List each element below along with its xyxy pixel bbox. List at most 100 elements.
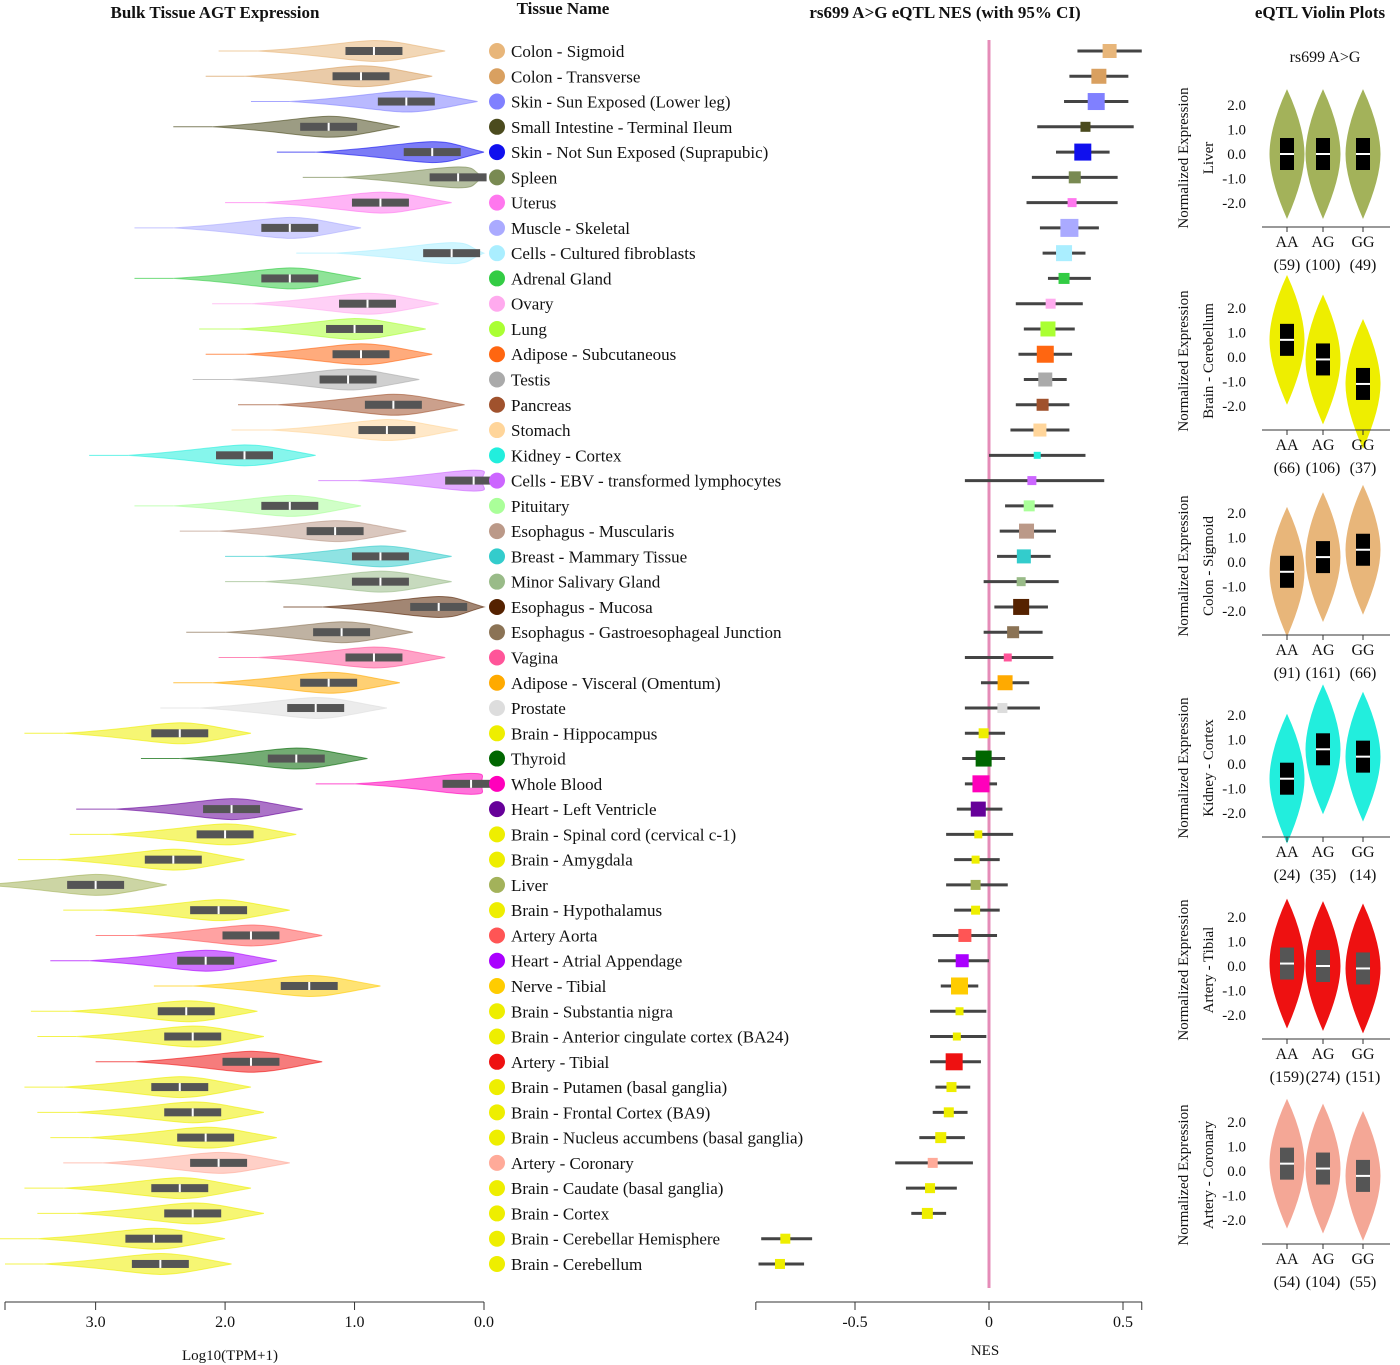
violin-plot-5: Normalized Expression Artery - Coronary 2.…: [1176, 1098, 1390, 1291]
violin-ytick-label: 2.0: [1227, 301, 1246, 317]
nes-marker: [1036, 398, 1049, 411]
genotype-count: (100): [1306, 257, 1341, 274]
violin-ytick-label: -1.0: [1222, 984, 1246, 1000]
violin-ylabel: Normalized Expression: [1176, 290, 1192, 432]
tissue-name: Artery - Coronary: [511, 1154, 634, 1173]
nes-marker: [774, 1258, 785, 1269]
genotype-label: GG: [1351, 1046, 1375, 1063]
genotype-count: (14): [1350, 867, 1377, 884]
tissue-name: Brain - Cortex: [511, 1204, 610, 1223]
violin-ytick-label: 1.0: [1227, 733, 1246, 749]
tissue-swatch: [489, 497, 505, 514]
violin-ytick-label: 2.0: [1227, 910, 1246, 926]
tissue-swatch: [489, 851, 505, 868]
tissue-column-title: Tissue Name: [517, 0, 610, 18]
nes-marker: [972, 775, 990, 793]
violin-tissue-label: Artery - Tibial: [1201, 927, 1217, 1014]
genotype-count: (274): [1306, 1069, 1341, 1086]
tissue-name: Brain - Hypothalamus: [511, 901, 662, 920]
violin-ytick-label: 1.0: [1227, 935, 1246, 951]
left-x-tick-label: 0.0: [474, 1314, 494, 1331]
tissue-legend: Colon - Sigmoid Colon - Transverse Skin - …: [489, 42, 803, 1274]
violin-ytick-label: 1.0: [1227, 326, 1246, 342]
tissue-name: Uterus: [511, 194, 556, 213]
nes-marker: [1074, 143, 1092, 161]
nes-marker: [780, 1233, 791, 1244]
genotype-count: (91): [1274, 665, 1301, 682]
genotype-label: AA: [1275, 1251, 1299, 1268]
tissue-swatch: [489, 245, 505, 262]
nes-marker: [1007, 626, 1020, 639]
tissue-name: Colon - Sigmoid: [511, 42, 625, 61]
nes-marker: [1068, 171, 1081, 184]
genotype-label: GG: [1351, 844, 1375, 861]
violin-ytick-label: -1.0: [1222, 580, 1246, 596]
nes-marker: [975, 750, 992, 767]
nes-marker: [1040, 321, 1056, 337]
violin-subtitle: rs699 A>G: [1290, 49, 1361, 66]
violin-ytick-label: 2.0: [1227, 98, 1246, 114]
genotype-label: AA: [1275, 642, 1299, 659]
tissue-name: Pituitary: [511, 497, 570, 516]
tissue-name: Artery - Tibial: [511, 1053, 610, 1072]
genotype-count: (106): [1306, 460, 1341, 477]
tissue-name: Brain - Nucleus accumbens (basal ganglia…: [511, 1129, 803, 1148]
violin-ytick-label: -2.0: [1222, 806, 1246, 822]
tissue-name: Stomach: [511, 421, 571, 440]
violin-ytick-label: -2.0: [1222, 1213, 1246, 1229]
tissue-name: Brain - Spinal cord (cervical c-1): [511, 825, 736, 844]
tissue-name: Lung: [511, 320, 547, 339]
violin-ytick-label: -1.0: [1222, 172, 1246, 188]
violin-ytick-label: -2.0: [1222, 196, 1246, 212]
violin-ytick-label: -2.0: [1222, 604, 1246, 620]
genotype-label: AG: [1311, 437, 1335, 454]
nes-marker: [1036, 345, 1054, 363]
tissue-name: Muscle - Skeletal: [511, 219, 630, 238]
tissue-name: Minor Salivary Gland: [511, 573, 661, 592]
genotype-count: (151): [1346, 1069, 1381, 1086]
nes-marker: [955, 954, 969, 968]
violin-tissue-label: Colon - Sigmoid: [1201, 515, 1217, 616]
tissue-swatch: [489, 346, 505, 363]
tissue-name: Adipose - Visceral (Omentum): [511, 674, 721, 693]
violin-ytick-label: 0.0: [1227, 1164, 1246, 1180]
eqtl-x-tick-label: 0.5: [1113, 1314, 1133, 1331]
tissue-swatch: [489, 700, 505, 717]
tissue-name: Heart - Left Ventricle: [511, 800, 657, 819]
nes-marker: [1016, 577, 1026, 587]
genotype-label: GG: [1351, 1251, 1375, 1268]
tissue-swatch: [489, 750, 505, 767]
genotype-count: (35): [1310, 867, 1337, 884]
nes-marker: [927, 1157, 938, 1168]
tissue-swatch: [489, 1230, 505, 1247]
nes-marker: [958, 928, 972, 942]
tissue-swatch: [489, 775, 505, 792]
tissue-name: Nerve - Tibial: [511, 977, 607, 996]
nes-marker: [1056, 245, 1073, 262]
nes-marker: [1060, 218, 1079, 237]
violin-ytick-label: 2.0: [1227, 708, 1246, 724]
violin-tissue-label: Kidney - Cortex: [1201, 719, 1217, 817]
nes-marker: [1016, 549, 1031, 564]
violin-ytick-label: 0.0: [1227, 147, 1246, 163]
tissue-swatch: [489, 902, 505, 919]
nes-marker: [1080, 121, 1091, 132]
tissue-name: Testis: [511, 371, 550, 390]
nes-marker: [945, 1053, 963, 1071]
genotype-count: (24): [1274, 867, 1301, 884]
tissue-swatch: [489, 1104, 505, 1121]
expression-violin: [322, 595, 486, 618]
violin-plot-4: Normalized Expression Artery - Tibial 2.0 1…: [1176, 898, 1390, 1086]
nes-marker: [943, 1107, 954, 1118]
tissue-name: Esophagus - Muscularis: [511, 522, 674, 541]
tissue-swatch: [489, 649, 505, 666]
violin-ytick-label: -1.0: [1222, 1189, 1246, 1205]
violin-ytick-label: -2.0: [1222, 1008, 1246, 1024]
tissue-swatch: [489, 1003, 505, 1020]
tissue-name: Esophagus - Gastroesophageal Junction: [511, 623, 782, 642]
violin-plot-0: Normalized Expression Liver 2.0 1.0 0.0 -1.0 -…: [1176, 87, 1390, 274]
tissue-swatch: [489, 1154, 505, 1171]
tissue-swatch: [489, 68, 505, 85]
tissue-name: Brain - Hippocampus: [511, 724, 657, 743]
nes-marker: [971, 855, 980, 864]
